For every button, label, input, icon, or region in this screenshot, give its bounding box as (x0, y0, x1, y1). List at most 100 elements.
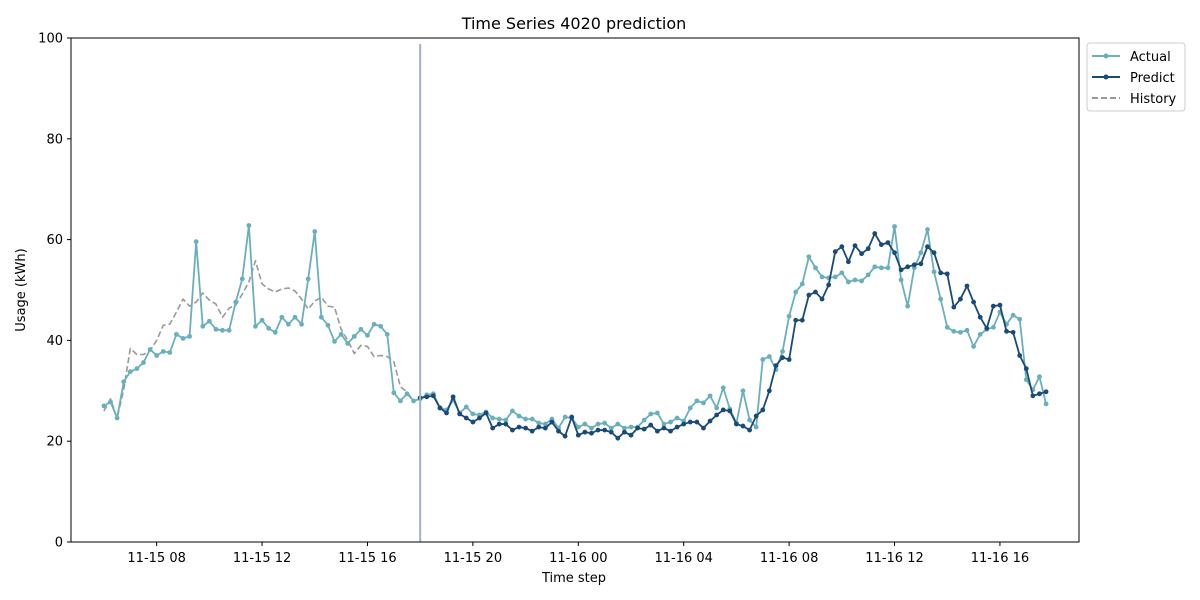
series-line-actual (103, 224, 1047, 430)
data-point-predict (958, 296, 963, 302)
data-point-predict (1023, 366, 1029, 372)
data-point-actual (608, 425, 614, 431)
data-point-actual (358, 326, 364, 332)
data-point-actual (753, 424, 759, 430)
data-point-predict (694, 419, 700, 425)
data-point-predict (984, 325, 990, 331)
data-point-actual (345, 341, 351, 346)
data-point-actual (674, 415, 680, 421)
data-point-predict (542, 425, 548, 431)
data-point-actual (971, 344, 976, 349)
data-point-actual (760, 357, 766, 362)
data-point-actual (958, 329, 963, 335)
data-point-predict (918, 261, 924, 267)
data-point-actual (371, 321, 377, 327)
x-tick-label: 11-16 04 (654, 551, 712, 566)
data-point-predict (760, 407, 766, 413)
data-point-predict (1004, 328, 1009, 334)
data-point-predict (747, 427, 752, 433)
data-point-predict (529, 428, 535, 434)
data-point-predict (990, 303, 996, 309)
data-point-actual (839, 270, 845, 276)
data-point-actual (1037, 374, 1042, 380)
data-point-predict (964, 283, 970, 289)
data-point-actual (299, 321, 304, 327)
data-point-actual (931, 269, 937, 275)
data-point-predict (622, 429, 627, 435)
data-point-actual (925, 227, 930, 232)
data-point-actual (819, 274, 825, 280)
data-point-predict (826, 282, 832, 288)
data-point-actual (187, 333, 192, 339)
y-tick-label: 40 (46, 334, 63, 349)
data-point-predict (707, 418, 713, 424)
data-point-predict (865, 246, 871, 252)
data-point-predict (773, 363, 779, 368)
series-history (103, 259, 415, 419)
data-point-predict (556, 428, 561, 434)
data-point-actual (529, 416, 535, 422)
data-point-actual (239, 276, 245, 282)
legend-entry-predict: Predict (1092, 71, 1175, 86)
data-point-actual (338, 331, 344, 337)
data-point-actual (365, 332, 370, 338)
data-point-predict (457, 411, 463, 417)
data-point-actual (964, 327, 970, 333)
data-point-actual (292, 314, 298, 320)
data-point-actual (180, 335, 186, 341)
data-point-actual (990, 324, 996, 330)
data-point-predict (701, 425, 706, 431)
data-point-actual (542, 421, 548, 427)
data-point-predict (852, 243, 858, 249)
data-point-actual (806, 254, 812, 260)
data-point-predict (681, 421, 687, 427)
data-point-actual (411, 398, 416, 404)
data-point-predict (859, 251, 864, 257)
data-point-actual (246, 223, 252, 228)
data-point-actual (813, 265, 818, 271)
data-point-actual (938, 296, 944, 302)
data-point-actual (233, 299, 239, 305)
data-point-actual (108, 399, 113, 405)
data-point-predict (819, 296, 825, 302)
data-point-predict (846, 259, 851, 265)
data-point-predict (832, 249, 838, 255)
data-point-actual (378, 323, 384, 329)
data-point-actual (846, 279, 851, 285)
data-point-predict (1017, 353, 1023, 358)
data-point-actual (786, 313, 792, 319)
data-point-predict (424, 394, 430, 400)
data-point-actual (463, 404, 469, 410)
data-point-actual (220, 327, 225, 333)
data-point-predict (582, 429, 588, 435)
legend-label-predict: Predict (1130, 71, 1175, 86)
data-point-predict (740, 423, 746, 429)
legend-marker-actual (1103, 53, 1109, 59)
series-line-predict (420, 232, 1047, 440)
data-point-predict (1043, 389, 1049, 395)
data-point-actual (582, 421, 588, 427)
data-point-actual (114, 415, 120, 421)
data-point-actual (668, 419, 673, 425)
data-point-actual (575, 424, 581, 430)
data-point-predict (575, 432, 581, 438)
data-point-actual (878, 265, 884, 271)
data-point-actual (325, 322, 331, 328)
data-point-actual (944, 324, 950, 330)
data-point-predict (813, 289, 818, 295)
data-point-predict (516, 424, 522, 430)
data-point-actual (312, 229, 318, 234)
y-tick-label: 100 (38, 32, 63, 47)
legend-frame (1086, 42, 1186, 112)
data-point-actual (780, 349, 785, 354)
data-point-actual (510, 408, 515, 414)
data-point-actual (694, 398, 700, 404)
data-point-actual (740, 388, 746, 394)
data-point-actual (101, 403, 107, 409)
data-point-actual (898, 277, 904, 283)
data-point-actual (167, 350, 173, 355)
chart-title: Time Series 4020 prediction (461, 14, 687, 33)
data-point-actual (872, 264, 878, 270)
data-point-predict (450, 394, 456, 400)
data-point-actual (885, 265, 891, 271)
